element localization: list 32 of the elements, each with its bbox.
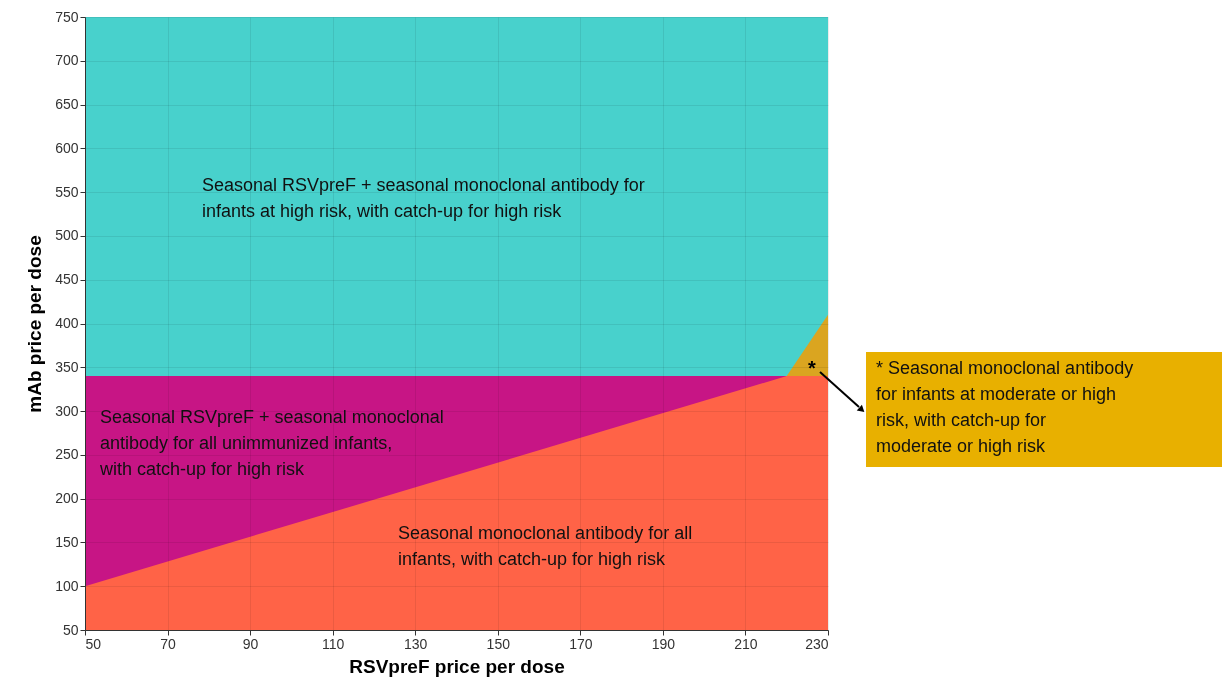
x-tick-label: 50 (85, 635, 102, 652)
y-tick-label: 450 (55, 271, 79, 288)
annotation: * (808, 357, 817, 379)
y-tick-label: 700 (55, 52, 79, 69)
y-tick-label: 500 (55, 227, 79, 244)
x-axis-title: RSVpreF price per dose (349, 655, 565, 677)
x-tick-label: 190 (651, 635, 676, 652)
x-tick-label: 90 (242, 635, 259, 652)
band-label: Seasonal RSVpreF + seasonal monoclonal antibody for infants at high risk, with catch-up for high risk (202, 175, 645, 221)
x-tick-label: 230 (805, 635, 829, 652)
y-tick-label: 400 (55, 315, 79, 331)
x-tick-label: 170 (569, 635, 593, 652)
y-tick-label: 600 (55, 139, 79, 156)
y-tick-label: 350 (55, 358, 79, 375)
y-tick-label: 150 (55, 533, 79, 550)
y-tick-label: 300 (55, 402, 79, 419)
x-tick-label: 110 (322, 635, 345, 652)
y-axis-title: mAb price per dose (24, 235, 46, 413)
text: * Seasonal monoclonal antibody for infants at moderate or high risk, with catch-up for moderate or high risk (876, 358, 1134, 456)
x-tick-label: 70 (160, 635, 177, 652)
y-tick-label: 250 (55, 446, 79, 463)
series-label: Seasonal RSVpreF + seasonal monoclonal antibody for all unimmunized infants, with catch-up for high risk (99, 407, 444, 479)
series-label: Seasonal monoclonal antibody for all infants, with catch-up for high risk (398, 523, 693, 569)
x-tick-label: 210 (734, 635, 758, 652)
x-tick-label: 130 (404, 635, 428, 652)
y-tick-label: 650 (55, 96, 79, 113)
y-tick-label: 100 (55, 577, 79, 594)
y-tick-label: 750 (55, 8, 79, 25)
y-tick-label: 50 (62, 621, 79, 638)
x-tick-label: 150 (486, 635, 511, 652)
y-tick-label: 200 (55, 490, 79, 507)
y-tick-label: 550 (55, 183, 79, 200)
